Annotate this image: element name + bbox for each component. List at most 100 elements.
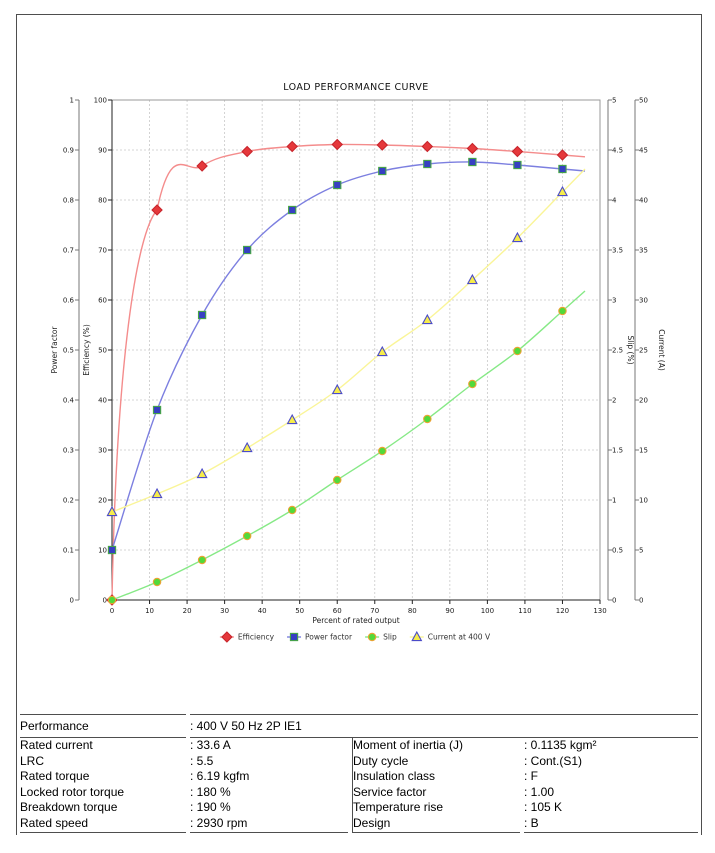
spec-value: : 190 % xyxy=(190,800,231,815)
slip-marker xyxy=(513,346,522,356)
efficiency-marker xyxy=(421,140,434,153)
tick-label: 5 xyxy=(639,547,643,555)
tick-label: 4.5 xyxy=(612,147,623,155)
spec-label: Duty cycle xyxy=(352,753,520,770)
tick-label: 1 xyxy=(70,97,74,105)
series-current-at-400-v xyxy=(106,168,586,517)
power-factor-marker xyxy=(333,180,342,190)
spec-value: : 105 K xyxy=(524,800,563,815)
tick-label: 45 xyxy=(639,147,648,155)
axis-title-slip: Slip (%) xyxy=(626,335,635,364)
tick-label: 120 xyxy=(556,607,569,615)
tick-label: 40 xyxy=(98,397,107,405)
axis-efficiency: 0 10 20 30 40 50 60 70 80 90 100 xyxy=(94,97,113,605)
slip-marker xyxy=(107,595,117,605)
power-factor-marker xyxy=(152,405,162,415)
tick-label: 0 xyxy=(103,597,107,605)
efficiency-marker xyxy=(286,140,298,153)
power-factor-marker xyxy=(468,157,477,167)
current-at-400-v-marker xyxy=(376,345,388,357)
tick-label: 100 xyxy=(94,97,107,105)
spec-value: : 1.00 xyxy=(524,784,555,799)
tick-label: 2.5 xyxy=(612,347,623,355)
efficiency-marker xyxy=(466,142,479,155)
power-factor-legend-marker xyxy=(289,632,299,642)
tick-label: 60 xyxy=(333,607,342,615)
spec-label: Rated torque xyxy=(20,769,90,784)
tick-label: 0.2 xyxy=(63,497,74,505)
axis-title-current: Current (A) xyxy=(657,329,666,371)
tick-label: 10 xyxy=(145,607,154,615)
spec-row: Rated current : 33.6 A Moment of inertia… xyxy=(20,738,698,754)
series-line xyxy=(111,168,586,513)
tick-label: 70 xyxy=(370,607,379,615)
tick-label: 10 xyxy=(639,497,648,505)
efficiency-legend-marker xyxy=(221,631,233,643)
efficiency-marker xyxy=(556,149,569,161)
spec-value: : 0.1135 kgm² xyxy=(524,738,597,752)
tick-label: 20 xyxy=(98,497,107,505)
tick-label: 3 xyxy=(612,297,616,305)
series-slip xyxy=(107,290,586,605)
current-at-400-v-marker xyxy=(106,505,118,517)
slip-marker xyxy=(287,505,297,515)
current-at-400-v-marker xyxy=(331,383,343,395)
spec-row: LRC : 5.5 Duty cycle : Cont.(S1) xyxy=(20,753,698,770)
motor-spec-table: Performance : 400 V 50 Hz 2P IE1 Rated c… xyxy=(16,714,702,833)
series-efficiency xyxy=(106,138,586,606)
tick-label: 0.9 xyxy=(63,147,74,155)
tick-label: 0.3 xyxy=(63,447,74,455)
current-at-400-v-marker xyxy=(196,467,208,479)
tick-label: 40 xyxy=(258,607,267,615)
spec-value: : Cont.(S1) xyxy=(524,753,583,768)
tick-label: 80 xyxy=(98,197,107,205)
spec-label: Service factor xyxy=(352,784,520,801)
gridlines xyxy=(112,100,600,600)
spec-label: LRC xyxy=(20,753,45,768)
power-factor-marker xyxy=(378,166,387,176)
axis-title-efficiency: Efficiency (%) xyxy=(82,324,91,376)
tick-label: 0 xyxy=(639,597,643,605)
spec-value: : 33.6 A xyxy=(190,738,231,752)
performance-value: : 400 V 50 Hz 2P IE1 xyxy=(190,714,698,738)
spec-label: Rated current xyxy=(20,738,93,752)
slip-marker xyxy=(332,475,342,485)
tick-label: 0.6 xyxy=(63,297,75,305)
tick-label: 10 xyxy=(98,547,107,555)
tick-label: 130 xyxy=(593,607,606,615)
power-factor-marker xyxy=(107,545,117,555)
legend-item-slip: Slip xyxy=(365,633,397,642)
tick-label: 50 xyxy=(98,347,107,355)
power-factor-marker xyxy=(423,159,432,169)
tick-label: 90 xyxy=(98,147,107,155)
tick-label: 0 xyxy=(110,607,114,615)
efficiency-marker xyxy=(376,139,389,151)
spec-value: : 180 % xyxy=(190,784,231,799)
axis-x: 0 10 20 30 40 50 60 70 80 90 100 110 120 130 xyxy=(110,599,607,615)
power-factor-marker xyxy=(197,310,207,320)
tick-label: 30 xyxy=(639,297,648,305)
tick-label: 20 xyxy=(639,397,648,405)
slip-marker xyxy=(378,446,387,456)
efficiency-marker xyxy=(196,160,208,172)
legend-label: Slip xyxy=(383,633,397,642)
series-power-factor xyxy=(107,157,586,555)
legend-label: Power factor xyxy=(305,633,353,642)
chart-title: LOAD PERFORMANCE CURVE xyxy=(283,82,428,93)
spec-row: Rated speed : 2930 rpm Design : B xyxy=(20,815,698,833)
power-factor-marker xyxy=(288,205,297,215)
series-line xyxy=(111,143,586,601)
tick-label: 1.5 xyxy=(612,447,623,455)
legend-item-efficiency: Efficiency xyxy=(219,631,275,643)
legend-item-current-at-400-v: Current at 400 V xyxy=(409,630,491,642)
current-at-400-v-marker xyxy=(466,273,478,285)
series-line xyxy=(111,161,586,551)
tick-label: 100 xyxy=(481,607,494,615)
current-at-400-v-marker xyxy=(511,231,523,243)
tick-label: 60 xyxy=(98,297,107,305)
tick-label: 20 xyxy=(183,607,192,615)
performance-row: Performance : 400 V 50 Hz 2P IE1 xyxy=(20,714,698,738)
power-factor-marker xyxy=(558,164,567,174)
